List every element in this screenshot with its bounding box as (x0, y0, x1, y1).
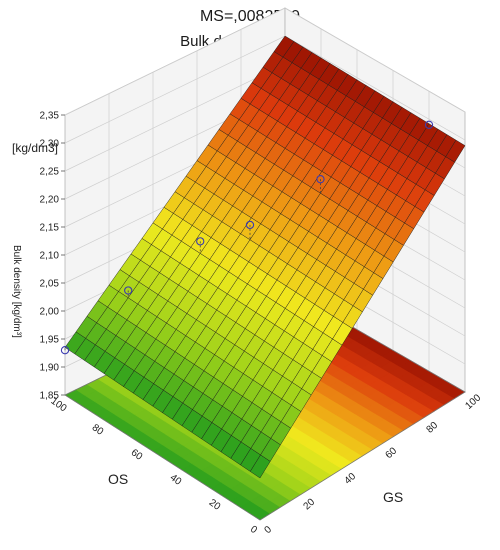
z-tick-label: 1,90 (40, 363, 60, 374)
y-tick-label: 100 (463, 392, 483, 412)
z-axis-title: Bulk density [kg/dm³] (11, 245, 22, 338)
x-tick-label: 60 (129, 447, 145, 463)
y-tick-label: 80 (425, 420, 441, 436)
z-unit-label: [kg/dm3] (12, 141, 58, 155)
z-tick-label: 1,85 (40, 391, 60, 402)
surface-mesh (64, 35, 466, 479)
data-point (245, 220, 255, 230)
data-point (60, 346, 70, 355)
x-tick-label: 0 (248, 524, 259, 536)
y-tick-label: 40 (343, 471, 359, 487)
y-tick-label: 60 (384, 445, 400, 461)
z-gridline (64, 7, 466, 116)
data-point (196, 237, 205, 246)
y-tick-label: 0 (263, 524, 275, 536)
y-axis-title: GS (383, 489, 403, 505)
z-tick-label: 2,30 (40, 139, 60, 150)
data-point (316, 175, 325, 184)
x-tick-label: 80 (90, 422, 106, 438)
z-tick-label: 2,05 (40, 279, 60, 290)
z-tick-label: 2,25 (40, 167, 60, 178)
surface-cell (445, 139, 466, 163)
data-points (60, 120, 434, 355)
x-tick-label: 20 (207, 497, 223, 513)
x-axis-title: OS (108, 471, 128, 487)
z-tick-label: 2,20 (40, 195, 60, 206)
x-tick-label: 40 (168, 472, 184, 488)
data-point (424, 120, 434, 129)
z-tick-label: 1,95 (40, 335, 60, 346)
z-tick-label: 2,15 (40, 223, 60, 234)
y-tick-label: 20 (302, 496, 318, 512)
z-tick-label: 2,35 (40, 111, 60, 122)
z-tick-label: 2,10 (40, 251, 60, 262)
data-point (124, 286, 133, 295)
z-tick-label: 2,00 (40, 307, 60, 318)
